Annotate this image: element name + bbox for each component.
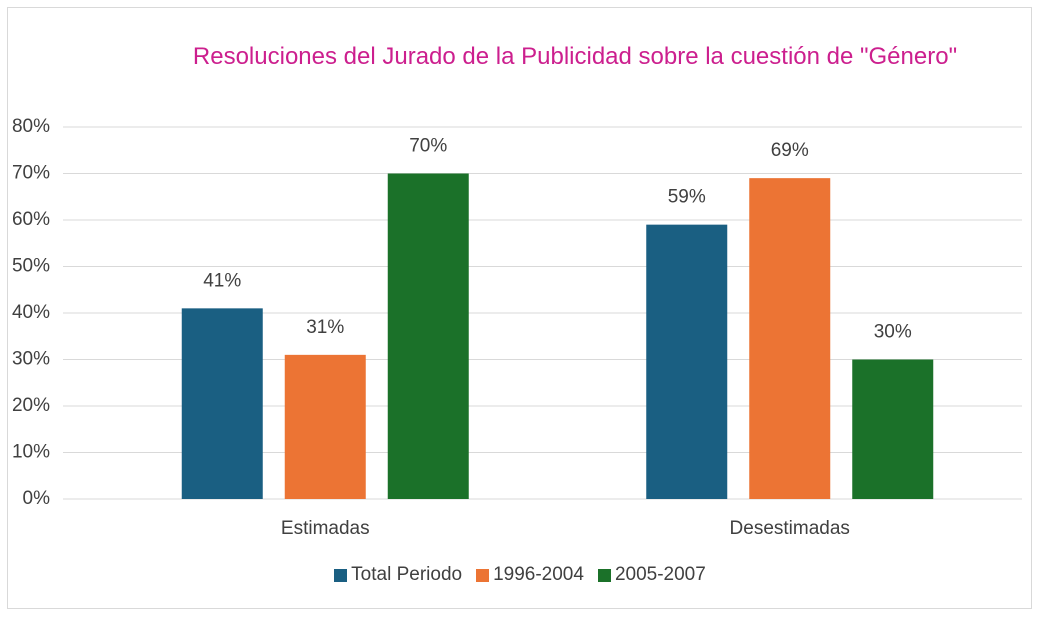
x-tick-label: Desestimadas [730,518,850,539]
legend-label: 1996-2004 [493,564,584,585]
bar [181,308,263,499]
y-tick-label: 50% [12,256,50,277]
data-label: 70% [409,136,447,157]
x-tick-label: Estimadas [281,518,370,539]
data-label: 59% [668,187,706,208]
data-label: 41% [203,270,241,291]
chart-title: Resoluciones del Jurado de la Publicidad… [192,43,958,70]
legend: Total Periodo 1996-2004 2005-2007 [0,564,1040,586]
legend-swatch [597,568,611,582]
legend-item: Total Periodo [334,564,462,586]
y-tick-label: 80% [12,116,50,137]
data-label: 69% [771,140,809,161]
bar [387,173,469,499]
legend-item: 1996-2004 [476,564,584,586]
legend-swatch [334,568,348,582]
legend-swatch [476,568,490,582]
bar [749,178,831,499]
chart-border [7,7,1032,609]
y-tick-label: 10% [12,442,50,463]
y-tick-label: 70% [12,163,50,184]
legend-label: Total Periodo [351,564,463,585]
bar [646,224,728,499]
y-tick-label: 30% [12,349,50,370]
bar [284,354,366,499]
data-label: 30% [874,322,912,343]
legend-label: 2005-2007 [614,564,706,585]
legend-item: 2005-2007 [597,564,706,586]
y-tick-label: 40% [12,302,50,323]
bar [852,359,934,499]
y-tick-label: 20% [12,395,50,416]
y-tick-label: 60% [12,209,50,230]
data-label: 31% [306,317,344,338]
y-tick-label: 0% [23,488,51,509]
